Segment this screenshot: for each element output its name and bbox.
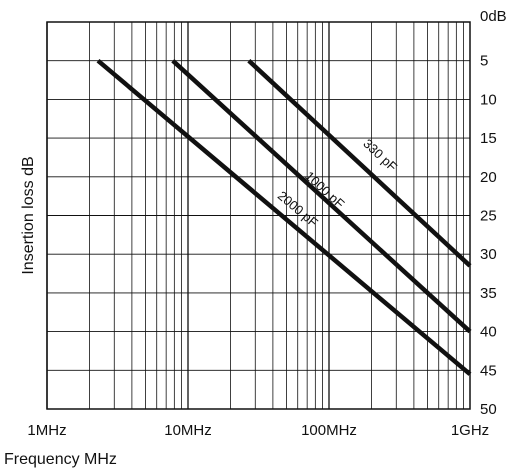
y-axis-title: Insertion loss dB xyxy=(20,156,37,274)
y-tick-label: 15 xyxy=(480,130,497,147)
series-line xyxy=(171,59,472,334)
grid xyxy=(46,21,470,410)
y-tick-label: 45 xyxy=(480,362,497,379)
x-tick-label: 100MHz xyxy=(301,422,357,439)
x-axis-title: Frequency MHz xyxy=(4,451,117,468)
y-tick-label: 25 xyxy=(480,208,497,225)
y-tick-labels: 0dB 5 10 15 20 25 30 35 40 45 50 xyxy=(480,8,506,418)
y-tick-label: 20 xyxy=(480,169,497,186)
plot-frame xyxy=(46,21,471,410)
series-label: 1000 pF xyxy=(302,168,347,211)
x-tick-label: 1MHz xyxy=(27,422,66,439)
y-tick-label: 10 xyxy=(480,91,497,108)
y-tick-label: 5 xyxy=(480,53,488,70)
x-tick-label: 10MHz xyxy=(164,422,212,439)
y-tick-label: 50 xyxy=(480,401,497,418)
y-tick-label: 35 xyxy=(480,285,497,302)
x-tick-labels: 1MHz 10MHz 100MHz 1GHz xyxy=(27,422,489,439)
y-tick-label: 0dB xyxy=(480,8,506,25)
series-line xyxy=(96,58,472,376)
x-tick-label: 1GHz xyxy=(451,422,489,439)
series-line xyxy=(247,59,472,268)
series-lines xyxy=(96,58,472,376)
y-tick-label: 40 xyxy=(480,324,497,341)
y-tick-label: 30 xyxy=(480,246,497,263)
